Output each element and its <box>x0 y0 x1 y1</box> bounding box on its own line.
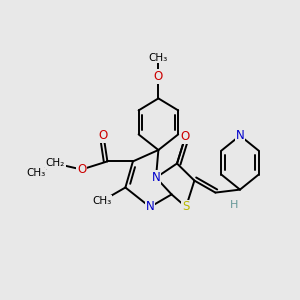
Text: N: N <box>152 171 160 184</box>
Text: N: N <box>236 129 244 142</box>
Text: H: H <box>230 199 238 209</box>
Text: N: N <box>146 200 154 214</box>
Text: O: O <box>181 130 190 143</box>
Text: H: H <box>230 200 238 210</box>
Text: CH₃: CH₃ <box>149 52 168 63</box>
Text: O: O <box>154 70 163 83</box>
Text: CH₂: CH₂ <box>46 158 65 169</box>
Text: O: O <box>77 163 86 176</box>
Text: O: O <box>99 129 108 142</box>
Text: CH₃: CH₃ <box>92 196 112 206</box>
Text: CH₃: CH₃ <box>26 168 46 178</box>
Text: S: S <box>182 200 190 214</box>
